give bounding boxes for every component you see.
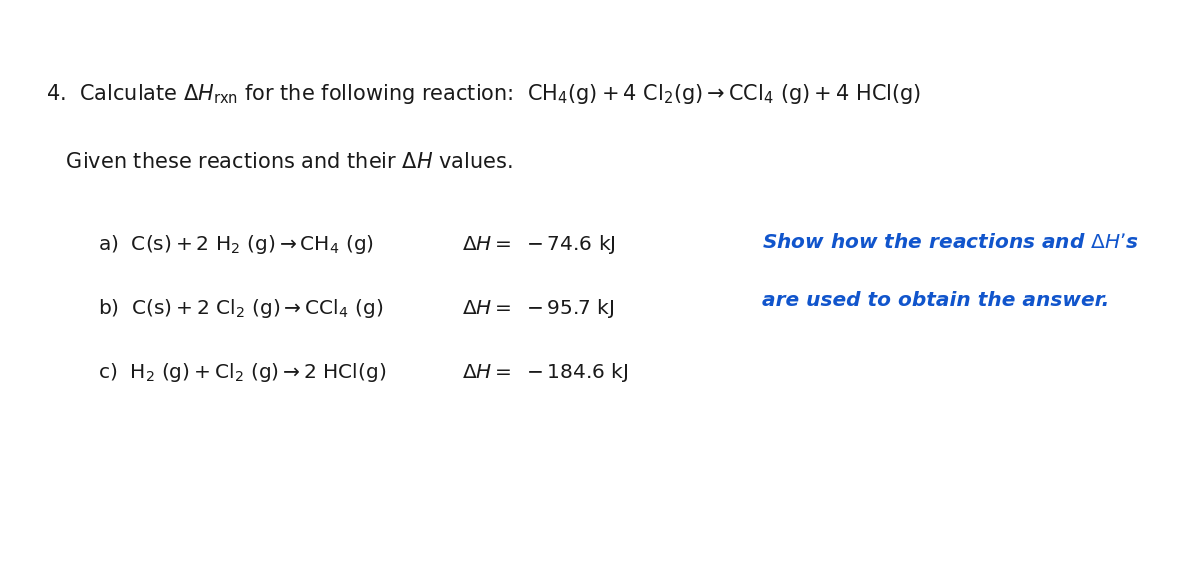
Text: Show how the reactions and $\Delta H$’s: Show how the reactions and $\Delta H$’s [762, 233, 1139, 252]
Text: $\Delta H =\ -74.6\ \mathrm{kJ}$: $\Delta H =\ -74.6\ \mathrm{kJ}$ [462, 233, 616, 256]
Text: are used to obtain the answer.: are used to obtain the answer. [762, 292, 1109, 311]
Text: c)  $\mathrm{H_2\ (g) + Cl_2\ (g) \rightarrow 2\ HCl(g)}$: c) $\mathrm{H_2\ (g) + Cl_2\ (g) \righta… [98, 361, 386, 384]
Text: Given these reactions and their $\Delta H$ values.: Given these reactions and their $\Delta … [46, 152, 512, 171]
Text: 4.  Calculate $\Delta H_{\mathrm{rxn}}$ for the following reaction:  $\mathrm{CH: 4. Calculate $\Delta H_{\mathrm{rxn}}$ f… [46, 82, 920, 106]
Text: b)  $\mathrm{C(s) + 2\ Cl_2\ (g) \rightarrow CCl_4\ (g)}$: b) $\mathrm{C(s) + 2\ Cl_2\ (g) \rightar… [98, 297, 384, 320]
Text: $\Delta H =\ -184.6\ \mathrm{kJ}$: $\Delta H =\ -184.6\ \mathrm{kJ}$ [462, 361, 629, 384]
Text: $\Delta H =\ -95.7\ \mathrm{kJ}$: $\Delta H =\ -95.7\ \mathrm{kJ}$ [462, 297, 614, 320]
Text: a)  $\mathrm{C(s) + 2\ H_2\ (g) \rightarrow CH_4\ (g)}$: a) $\mathrm{C(s) + 2\ H_2\ (g) \rightarr… [98, 233, 374, 256]
